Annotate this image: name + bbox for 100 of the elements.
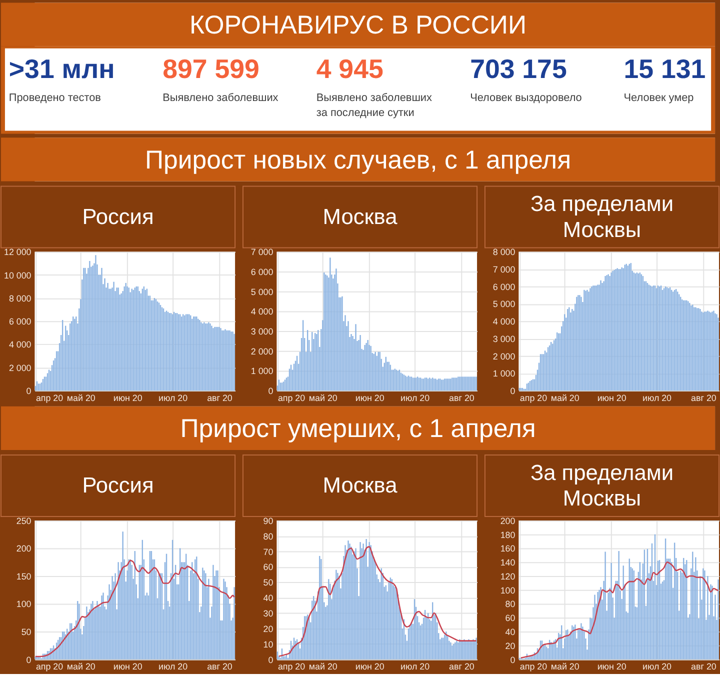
text: КОРОНАВИРУС В РОССИИ xyxy=(190,12,526,40)
y-tick-label: 160 xyxy=(500,544,516,554)
y-tick-label: 3 000 xyxy=(492,334,516,344)
x-tick-label: июн 20 xyxy=(597,662,626,672)
x-tick-label: апр 20 xyxy=(520,392,548,403)
y-tick-label: 2 000 xyxy=(8,362,32,373)
y-tick-label: 6 000 xyxy=(492,282,516,292)
x-tick-label: апр 20 xyxy=(36,662,64,672)
x-tick-label: май 20 xyxy=(66,392,96,403)
x-tick-label: июл 20 xyxy=(642,392,672,403)
x-tick-label: июн 20 xyxy=(355,392,384,403)
y-tick-label: 1 000 xyxy=(492,368,516,379)
y-tick-label: 70 xyxy=(263,546,274,557)
x-tick-label: апр 20 xyxy=(36,392,64,403)
x-tick-label: май 20 xyxy=(550,392,580,403)
x-tick-label: апр 20 xyxy=(278,662,306,672)
y-tick-label: 60 xyxy=(263,562,274,572)
y-tick-label: 0 xyxy=(510,654,516,665)
text: Человек умер xyxy=(624,92,694,104)
y-tick-label: 100 xyxy=(500,585,516,596)
x-tick-label: май 20 xyxy=(308,392,338,403)
y-tick-label: 10 xyxy=(263,639,274,650)
text: 703 175 xyxy=(470,54,567,84)
chart-title: Москва xyxy=(322,472,398,498)
x-tick-label: май 20 xyxy=(308,662,338,672)
y-tick-label: 4 000 xyxy=(250,306,274,317)
x-tick-label: май 20 xyxy=(550,662,580,672)
y-tick-label: 50 xyxy=(21,627,32,638)
y-tick-label: 250 xyxy=(16,516,32,526)
text: Прирост умерших, с 1 апреля xyxy=(180,415,536,444)
y-tick-label: 150 xyxy=(16,571,32,582)
x-tick-label: июл 20 xyxy=(400,662,430,672)
text: Проведено тестов xyxy=(8,92,102,104)
y-tick-label: 3 000 xyxy=(250,326,274,337)
x-tick-label: июн 20 xyxy=(355,662,384,672)
y-tick-label: 0 xyxy=(26,386,32,396)
y-tick-label: 8 000 xyxy=(492,247,516,258)
y-tick-label: 0 xyxy=(510,386,516,396)
x-tick-label: июл 20 xyxy=(158,662,188,672)
x-tick-label: июн 20 xyxy=(597,392,626,403)
y-tick-label: 10 000 xyxy=(4,270,32,280)
text: Выявлено заболевших xyxy=(162,92,279,104)
x-tick-label: авг 20 xyxy=(207,662,232,672)
y-tick-label: 6 000 xyxy=(250,267,274,278)
y-tick-label: 50 xyxy=(263,578,274,588)
y-tick-label: 20 xyxy=(505,640,516,651)
x-tick-label: авг 20 xyxy=(449,392,474,403)
x-tick-label: авг 20 xyxy=(691,662,716,672)
y-tick-label: 4 000 xyxy=(492,316,516,327)
text: 897 599 xyxy=(162,54,260,84)
x-tick-label: июн 20 xyxy=(113,392,142,403)
y-tick-label: 0 xyxy=(268,654,274,665)
y-tick-label: 120 xyxy=(500,571,516,582)
x-tick-label: авг 20 xyxy=(691,392,716,403)
y-tick-label: 5 000 xyxy=(250,286,274,297)
y-tick-label: 180 xyxy=(500,530,516,540)
y-tick-label: 4 000 xyxy=(8,340,32,350)
y-tick-label: 8 000 xyxy=(8,293,32,304)
y-tick-label: 7 000 xyxy=(250,247,274,258)
y-tick-label: 2 000 xyxy=(492,351,516,362)
x-tick-label: июл 20 xyxy=(158,392,188,403)
y-tick-label: 0 xyxy=(268,386,274,396)
y-tick-label: 80 xyxy=(263,531,274,542)
text: Выявлено заболевших за последние сутки xyxy=(316,92,433,119)
x-tick-label: май 20 xyxy=(66,662,96,672)
y-tick-label: 0 xyxy=(26,654,32,665)
x-tick-label: авг 20 xyxy=(449,662,474,672)
text: >31 млн xyxy=(8,54,115,84)
y-tick-label: 1 000 xyxy=(250,366,274,376)
y-tick-label: 40 xyxy=(263,593,274,604)
y-tick-label: 12 000 xyxy=(4,247,32,258)
line-series xyxy=(34,560,235,658)
y-tick-label: 80 xyxy=(505,599,516,610)
y-tick-label: 7 000 xyxy=(492,264,516,275)
chart-title: Россия xyxy=(82,204,154,229)
y-tick-label: 100 xyxy=(16,599,32,610)
y-tick-label: 6 000 xyxy=(8,316,32,327)
line-series xyxy=(278,546,477,657)
y-tick-label: 5 000 xyxy=(492,299,516,310)
text: Прирост новых случаев, с 1 апреля xyxy=(144,146,572,174)
chart-title: За пределами Москвы xyxy=(530,191,674,242)
text: Человек выздоровело xyxy=(470,92,582,104)
y-tick-label: 200 xyxy=(16,544,32,554)
x-tick-label: апр 20 xyxy=(520,662,548,672)
chart-title: Москва xyxy=(322,204,398,229)
y-tick-label: 140 xyxy=(500,558,516,568)
y-tick-label: 20 xyxy=(263,624,274,634)
y-tick-label: 90 xyxy=(263,516,274,526)
x-tick-label: апр 20 xyxy=(278,392,306,403)
chart-title: За пределами Москвы xyxy=(530,460,674,511)
y-tick-label: 30 xyxy=(263,608,274,619)
text: 15 131 xyxy=(624,54,706,84)
y-tick-label: 200 xyxy=(500,516,516,526)
x-tick-label: июн 20 xyxy=(113,662,142,672)
y-tick-label: 2 000 xyxy=(250,346,274,356)
text: 4 945 xyxy=(316,54,384,84)
x-tick-label: авг 20 xyxy=(207,392,232,403)
x-tick-label: июл 20 xyxy=(642,662,672,672)
y-tick-label: 40 xyxy=(505,627,516,638)
x-tick-label: июл 20 xyxy=(400,392,430,403)
